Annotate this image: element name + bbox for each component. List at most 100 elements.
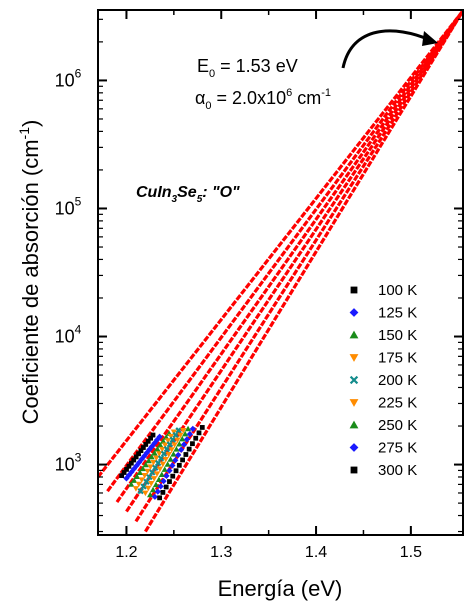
data-point [183,436,191,443]
data-point [144,468,151,475]
data-point [136,469,144,476]
data-point [137,487,144,495]
legend-label: 175 K [378,350,417,367]
data-point [136,451,141,457]
legend-label: 100 K [378,282,417,299]
data-points-layer [119,425,205,501]
data-point [131,457,137,463]
data-point [154,446,161,452]
fit-line [115,10,463,503]
data-point [146,473,153,481]
y-tick-label: 104 [55,323,82,347]
data-point [142,490,149,497]
data-point [169,436,176,443]
e0-annotation: E0 = 1.53 eV [197,56,298,80]
data-point [138,448,144,454]
data-point [149,469,156,476]
data-point [130,465,138,472]
fit-line [144,10,463,533]
legend-label: 225 K [378,395,417,412]
x-tick-label: 1.4 [305,544,327,561]
data-point [147,491,154,498]
data-point [148,480,155,487]
legend-label: 300 K [378,462,417,479]
data-point [180,457,185,463]
data-point [178,446,185,453]
legend-marker [349,308,359,317]
data-point [138,477,145,483]
data-point [168,447,175,453]
legend-label: 200 K [378,372,417,389]
data-point [172,457,179,464]
x-axis-title: Energía (eV) [218,576,343,601]
legend: 100 K 125 K 150 K 175 K 200 K 225 K 250 K 275 K… [349,282,417,479]
data-point [173,446,180,452]
data-point [140,483,147,490]
fit-line [106,10,463,493]
y-tick-label: 106 [55,66,82,90]
data-point [160,438,167,444]
data-point [171,442,178,448]
data-point [189,425,196,432]
data-point [161,466,168,472]
data-point [145,457,152,464]
data-point [160,490,166,495]
data-point [160,478,167,485]
data-point [182,430,189,437]
data-point [126,463,132,469]
y-ticks-layer: 103 104 105 106 [55,18,463,533]
data-point [151,449,158,456]
data-point [179,435,186,442]
data-point [153,436,161,444]
legend-marker [349,420,359,429]
legend-marker [349,443,359,452]
data-point [166,467,173,474]
data-point [196,430,202,436]
data-point [166,441,174,448]
data-point [133,473,141,479]
fit-line [98,10,463,478]
data-point [130,477,138,483]
data-point [151,476,158,482]
data-point [163,484,169,490]
annotation-arrow [341,29,431,69]
legend-marker [349,375,359,385]
data-point [184,425,192,432]
x-tick-label: 1.2 [115,544,137,561]
legend-marker [350,466,358,474]
data-point [170,451,177,457]
data-point [142,461,149,468]
data-point [164,461,171,467]
y-tick-label: 105 [55,194,82,218]
legend-marker [349,354,359,362]
data-point [176,462,182,468]
data-point [156,433,163,440]
y-tick-label: 103 [55,451,82,475]
data-point [153,455,160,462]
data-point [156,451,163,457]
data-point [128,460,134,466]
legend-label: 250 K [378,417,417,434]
data-point [175,451,182,459]
data-point [158,471,165,477]
data-point [157,483,164,490]
data-point [151,440,158,447]
data-point [162,456,169,463]
legend-label: 150 K [378,327,417,344]
data-point [161,442,169,449]
data-point [128,468,135,476]
data-point [173,468,179,474]
data-point [143,442,149,447]
data-point [119,473,125,479]
data-point [141,452,148,460]
data-point [169,462,176,469]
data-point [138,456,145,463]
data-point [163,445,171,453]
annotation-arrowhead [422,31,438,46]
data-point [151,493,159,500]
data-point [163,472,170,480]
data-point [155,476,163,483]
data-point [149,486,157,493]
y-axis-title: Coeficiente de absorción (cm-1) [16,120,43,425]
data-point [124,466,129,472]
